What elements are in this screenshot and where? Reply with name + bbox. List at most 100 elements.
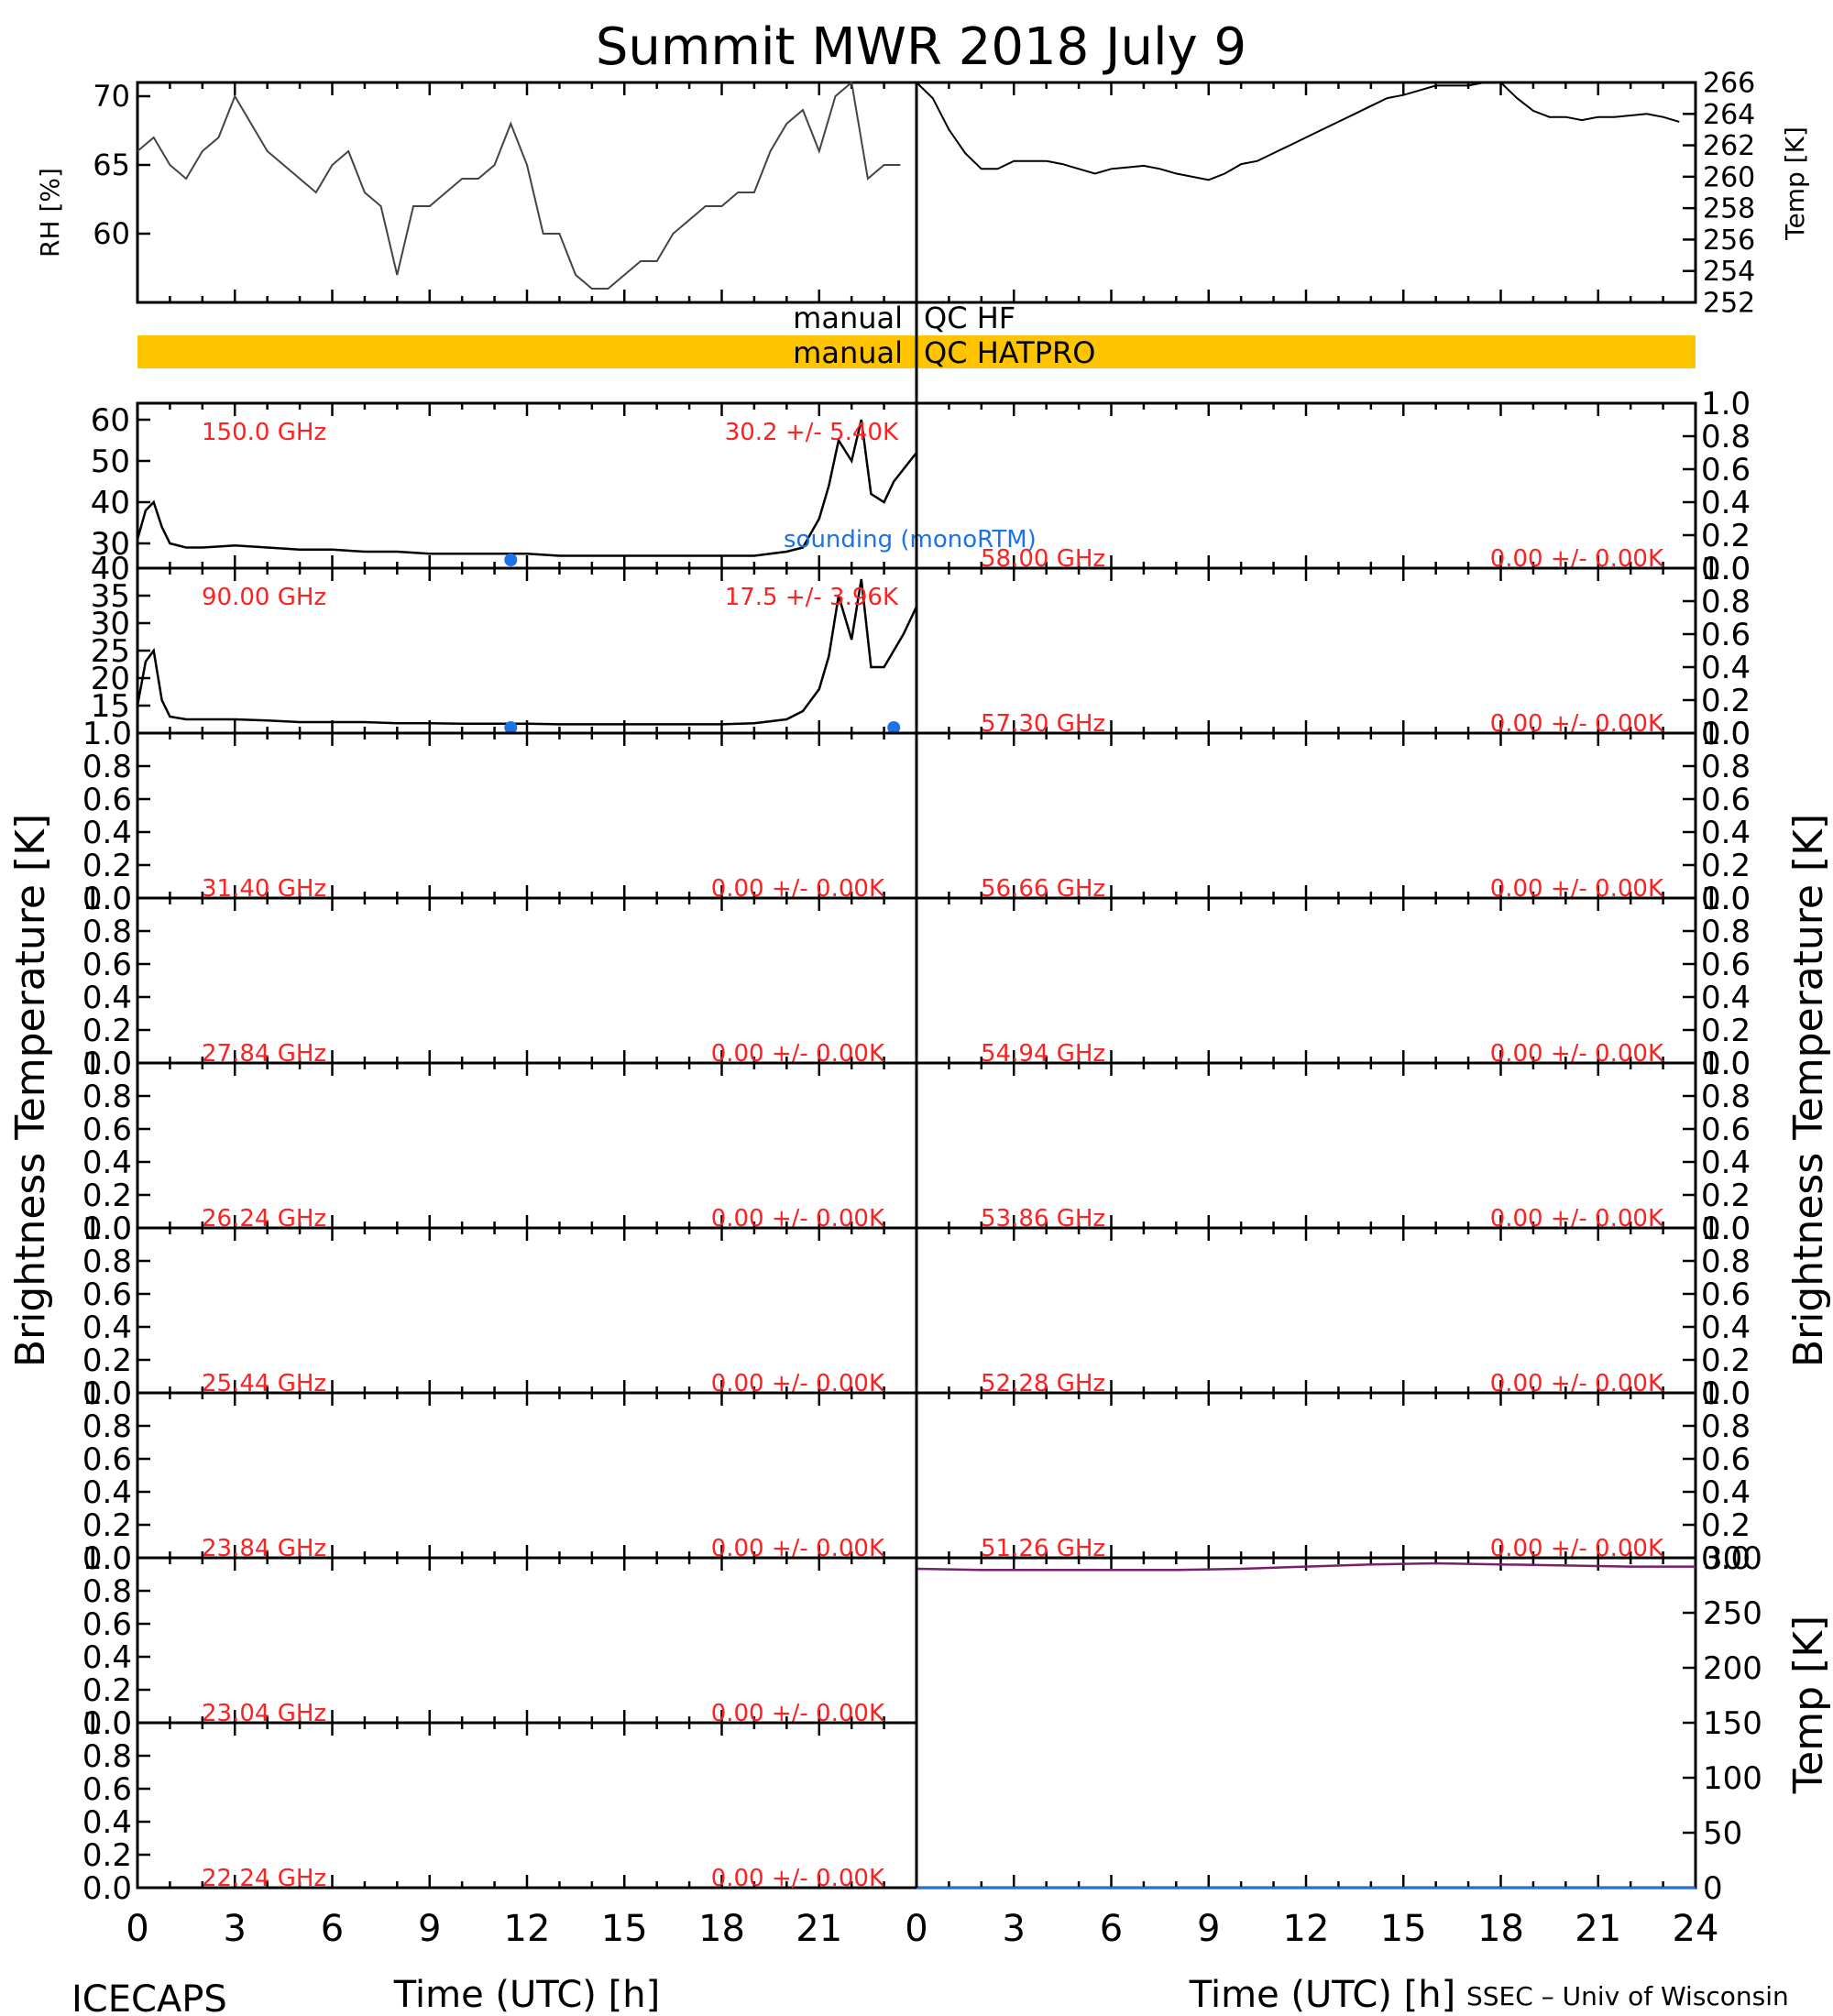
bt150-sounding-point (504, 553, 518, 566)
rh-panel-ytick-label: 65 (93, 148, 130, 182)
panel-bt25-ytick-label: 0.6 (82, 1276, 132, 1313)
xtick-label-right: 12 (1283, 1908, 1330, 1950)
footer-icecaps: ICECAPS (71, 1978, 227, 2016)
xtick-label-left: 21 (796, 1908, 842, 1950)
panel-bt150-ytick-label: 50 (91, 444, 130, 480)
panel-bt5126-ytick-label: 0.6 (1701, 1441, 1751, 1478)
qc-hatpro-manual-label: manual (793, 335, 903, 370)
panel-bt2304-ytick-label: 0.8 (82, 1573, 132, 1610)
panel-bt5666-ytick-label: 0.0 (1701, 881, 1751, 917)
panel-bt5126-ytick-label: 0.8 (1701, 1408, 1751, 1445)
panel-bt26-ytick-label: 0.0 (82, 1211, 132, 1247)
panel-bt5494-ytick-label: 1.0 (1701, 881, 1751, 917)
panel-bt27-ytick-label: 0.0 (82, 1046, 132, 1082)
rh-panel-ytick-label: 70 (93, 79, 130, 114)
bt90-sounding-point (887, 721, 901, 734)
temp-panel-ytick-label: 262 (1703, 130, 1755, 162)
blackbody-panel-ytick-label: 150 (1703, 1705, 1762, 1742)
bt90-sounding-point (504, 721, 518, 734)
xtick-label-right: 15 (1380, 1908, 1427, 1950)
panel-bt2224-ytick-label: 0.2 (82, 1837, 132, 1874)
panel-bt27-ytick-label: 1.0 (82, 881, 132, 917)
blackbody-panel-ytick-label: 200 (1703, 1650, 1762, 1687)
bt90-channel-label: 90.00 GHz (202, 584, 326, 611)
panel-bt5126-ytick-label: 1.0 (1701, 1375, 1751, 1412)
bt90-stats-label: 17.5 +/- 3.96K (725, 584, 899, 611)
panel-bt5386-ytick-label: 0.4 (1701, 1145, 1751, 1181)
panel-bt2304-ytick-label: 0.0 (82, 1705, 132, 1742)
panel-bt2304-ytick-label: 0.6 (82, 1606, 132, 1643)
panel-bt2304-frame (136, 1556, 918, 1725)
xtick-label-right: 6 (1100, 1908, 1123, 1950)
bt2224-channel-label: 22.24 GHz (202, 1865, 326, 1892)
panel-bt5386-ytick-label: 0.2 (1701, 1178, 1751, 1214)
xtick-label-right: 9 (1197, 1908, 1220, 1950)
bt2224-stats-label: 0.00 +/- 0.00K (711, 1865, 885, 1892)
panel-bt26-ytick-label: 0.2 (82, 1178, 132, 1214)
panel-bt5126-ytick-label: 0.2 (1701, 1507, 1751, 1544)
panel-bt90-ytick-label: 40 (91, 551, 130, 587)
blackbody-panel-ytick-label: 50 (1703, 1815, 1742, 1852)
bt-right-axis-label: Brightness Temperature [K] (1785, 814, 1832, 1367)
xlabel-right: Time (UTC) [h] (1189, 1974, 1455, 2016)
panel-bt90-ytick-label: 15 (91, 688, 130, 725)
xtick-label-left: 3 (224, 1908, 247, 1950)
qc-hatpro-label: QC HATPRO (924, 335, 1095, 370)
temp-series-line (916, 82, 1680, 181)
bt150-series-line (136, 419, 917, 557)
panel-bt31-ytick-label: 0.8 (82, 749, 132, 785)
figure-title: Summit MWR 2018 July 9 (596, 17, 1246, 77)
panel-bt5228-ytick-label: 0.8 (1701, 1244, 1751, 1280)
panel-bt26-ytick-label: 0.4 (82, 1145, 132, 1181)
panel-bt2224-ytick-label: 0.0 (82, 1870, 132, 1907)
temp-panel-ytick-label: 252 (1703, 288, 1755, 320)
panel-bt5730-ytick-label: 0.6 (1701, 617, 1751, 653)
panel-bt5730-ytick-label: 0.4 (1701, 650, 1751, 686)
blackbody-series-line (916, 1561, 1696, 1572)
panel-bt5494-ytick-label: 0.8 (1701, 914, 1751, 950)
panel-bt25-ytick-label: 0.8 (82, 1244, 132, 1280)
panel-bt5666-ytick-label: 0.6 (1701, 782, 1751, 818)
panel-bt2304-ytick-label: 1.0 (82, 1540, 132, 1577)
panel-bt90-ytick-label: 30 (91, 606, 130, 642)
blackbody-panel-ytick-label: 0 (1703, 1870, 1723, 1907)
bt-left-axis-label: Brightness Temperature [K] (7, 814, 54, 1367)
panel-bt5386-ytick-label: 0.0 (1701, 1211, 1751, 1247)
panel-bt5126-ytick-label: 0.4 (1701, 1474, 1751, 1511)
temp-panel-ytick-label: 258 (1703, 193, 1755, 225)
panel-bt5126-ytick-label: 0.0 (1701, 1540, 1751, 1577)
xtick-label-right: 3 (1003, 1908, 1026, 1950)
panel-bt5228-ytick-label: 0.4 (1701, 1309, 1751, 1346)
xtick-label-left: 9 (418, 1908, 441, 1950)
panel-bt5494-frame (915, 896, 1697, 1065)
qc-hf-label: QC HF (924, 301, 1015, 335)
temp-panel-ytick-label: 266 (1703, 68, 1755, 100)
panel-bt5730-ytick-label: 0.2 (1701, 683, 1751, 719)
blackbody-panel-ytick-label: 300 (1703, 1540, 1762, 1577)
panel-bt5730-ytick-label: 0.0 (1701, 716, 1751, 752)
temp-panel-ytick-label: 254 (1703, 256, 1755, 288)
panel-bt5228-ytick-label: 1.0 (1701, 1211, 1751, 1247)
bt150-channel-label: 150.0 GHz (202, 419, 326, 446)
footer-ssec: SSEC – Univ of Wisconsin (1466, 1981, 1789, 2011)
rh-axis-label: RH [%] (35, 168, 65, 257)
panel-bt5666-frame (915, 731, 1697, 900)
panel-bt27-ytick-label: 0.4 (82, 980, 132, 1016)
panel-bt5228-ytick-label: 0.0 (1701, 1375, 1751, 1412)
blackbody-panel-frame (915, 1556, 1697, 1890)
panel-bt31-ytick-label: 0.4 (82, 815, 132, 851)
panel-bt31-frame (136, 731, 918, 900)
panel-bt26-ytick-label: 0.6 (82, 1112, 132, 1148)
panel-bt5730-frame (915, 566, 1697, 735)
bt90-series-line (136, 578, 918, 726)
panel-bt5666-ytick-label: 0.2 (1701, 848, 1751, 884)
panel-bt5666-ytick-label: 1.0 (1701, 716, 1751, 752)
panel-bt2224-ytick-label: 0.4 (82, 1804, 132, 1841)
panel-bt5386-ytick-label: 0.6 (1701, 1112, 1751, 1148)
panel-bt25-ytick-label: 0.2 (82, 1342, 132, 1379)
panel-bt58-ytick-label: 1.0 (1701, 386, 1751, 422)
temp-panel-ytick-label: 260 (1703, 161, 1755, 193)
xtick-label-left: 6 (321, 1908, 344, 1950)
panel-bt2224-ytick-label: 1.0 (82, 1705, 132, 1742)
panel-bt150-ytick-label: 60 (91, 402, 130, 439)
